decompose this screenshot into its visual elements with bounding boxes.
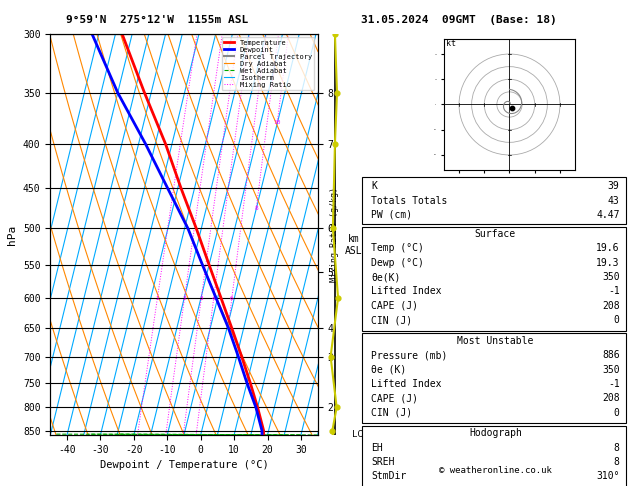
Text: Mixing Ratio (g/kg): Mixing Ratio (g/kg) — [330, 187, 340, 282]
Point — [330, 442, 340, 450]
Text: CAPE (J): CAPE (J) — [371, 393, 418, 403]
Point — [507, 104, 517, 112]
Text: 6: 6 — [230, 296, 233, 301]
Text: 43: 43 — [608, 195, 620, 206]
X-axis label: Dewpoint / Temperature (°C): Dewpoint / Temperature (°C) — [99, 460, 269, 470]
Text: SREH: SREH — [371, 457, 394, 467]
Text: 8: 8 — [254, 206, 258, 211]
Text: 8: 8 — [614, 443, 620, 452]
Text: CIN (J): CIN (J) — [371, 407, 412, 417]
Text: 2: 2 — [182, 296, 186, 301]
Text: 39: 39 — [608, 181, 620, 191]
Text: kt: kt — [447, 39, 457, 49]
Text: 31.05.2024  09GMT  (Base: 18): 31.05.2024 09GMT (Base: 18) — [361, 15, 557, 25]
Text: 8: 8 — [614, 457, 620, 467]
Text: Lifted Index: Lifted Index — [371, 286, 442, 296]
Text: Surface: Surface — [475, 229, 516, 239]
Text: K: K — [371, 181, 377, 191]
Text: 1: 1 — [155, 296, 159, 301]
Text: Pressure (mb): Pressure (mb) — [371, 350, 447, 360]
Text: θe (K): θe (K) — [371, 364, 406, 375]
Text: 10: 10 — [274, 121, 281, 125]
Text: Totals Totals: Totals Totals — [371, 195, 447, 206]
Text: 208: 208 — [602, 393, 620, 403]
Text: 310°: 310° — [596, 471, 620, 481]
Text: StmDir: StmDir — [371, 471, 406, 481]
Point — [326, 353, 336, 361]
Text: 350: 350 — [602, 364, 620, 375]
Text: θe(K): θe(K) — [371, 272, 401, 282]
Point — [333, 294, 343, 302]
Text: 886: 886 — [602, 350, 620, 360]
Text: 19.3: 19.3 — [596, 258, 620, 268]
Text: Lifted Index: Lifted Index — [371, 379, 442, 389]
Text: -1: -1 — [608, 379, 620, 389]
Text: Dewp (°C): Dewp (°C) — [371, 258, 424, 268]
Point — [332, 89, 342, 97]
Text: CIN (J): CIN (J) — [371, 315, 412, 325]
Text: -1: -1 — [608, 286, 620, 296]
Point — [331, 403, 342, 411]
Text: 0: 0 — [614, 315, 620, 325]
Point — [328, 225, 338, 232]
Legend: Temperature, Dewpoint, Parcel Trajectory, Dry Adiabat, Wet Adiabat, Isotherm, Mi: Temperature, Dewpoint, Parcel Trajectory… — [222, 37, 314, 90]
Text: 4.47: 4.47 — [596, 210, 620, 220]
Point — [327, 427, 337, 434]
Text: 19.6: 19.6 — [596, 243, 620, 254]
Text: 0: 0 — [614, 407, 620, 417]
Text: CAPE (J): CAPE (J) — [371, 301, 418, 311]
Text: Most Unstable: Most Unstable — [457, 336, 533, 346]
Text: 3: 3 — [199, 296, 203, 301]
Text: Hodograph: Hodograph — [469, 428, 522, 438]
Text: 208: 208 — [602, 301, 620, 311]
Text: PW (cm): PW (cm) — [371, 210, 412, 220]
Text: 350: 350 — [602, 272, 620, 282]
Point — [330, 139, 340, 147]
Point — [330, 30, 340, 38]
Y-axis label: km
ASL: km ASL — [345, 235, 363, 256]
Text: LCL: LCL — [352, 431, 369, 439]
Text: Temp (°C): Temp (°C) — [371, 243, 424, 254]
Text: 4: 4 — [212, 296, 216, 301]
Text: EH: EH — [371, 443, 383, 452]
Y-axis label: hPa: hPa — [8, 225, 18, 244]
Text: © weatheronline.co.uk: © weatheronline.co.uk — [439, 466, 552, 475]
Text: 9°59'N  275°12'W  1155m ASL: 9°59'N 275°12'W 1155m ASL — [66, 15, 248, 25]
